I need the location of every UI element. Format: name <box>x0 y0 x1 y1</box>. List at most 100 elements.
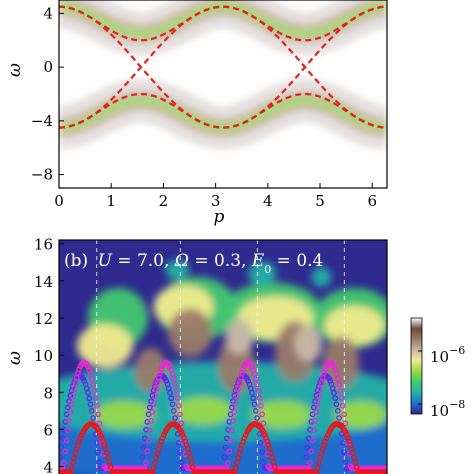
marker <box>107 464 114 471</box>
marker <box>236 380 243 386</box>
marker <box>337 388 344 394</box>
bottom-ytick-label-4: 12 <box>34 310 53 328</box>
marker <box>251 371 258 377</box>
marker <box>234 393 240 400</box>
marker <box>172 381 178 388</box>
marker <box>310 427 317 434</box>
band-green-0 <box>59 4 387 36</box>
top-dashed-curve-2 <box>59 5 387 129</box>
marker <box>333 401 340 408</box>
top-dashed-curve-3 <box>59 92 387 129</box>
top-ticks: 0 1 2 3 4 5 6 −8 −4 0 4 <box>31 4 377 210</box>
marker <box>271 464 278 471</box>
marker <box>334 376 341 382</box>
marker <box>76 366 83 373</box>
marker <box>333 371 340 377</box>
top-ytick-label-1: −4 <box>31 112 53 130</box>
marker <box>88 376 95 382</box>
marker <box>228 404 235 411</box>
marker <box>226 448 233 455</box>
marker <box>96 429 103 435</box>
marker <box>77 435 84 442</box>
marker <box>63 411 70 418</box>
bottom-panel: 4 6 8 10 12 14 16 ω (b) U = 7.0, Ω = 0.3, E0 =… <box>5 236 388 474</box>
marker <box>313 409 320 415</box>
top-band-glow <box>59 0 387 150</box>
marker <box>338 395 345 401</box>
marker <box>342 429 349 435</box>
marker <box>232 400 239 407</box>
marker <box>323 435 330 442</box>
marker <box>152 459 158 466</box>
marker <box>158 366 165 373</box>
marker <box>175 439 182 446</box>
marker <box>336 415 342 421</box>
marker <box>149 392 156 399</box>
bottom-heat-blobs <box>59 259 387 474</box>
marker <box>256 395 263 401</box>
marker <box>260 459 267 466</box>
marker <box>309 437 316 444</box>
marker <box>146 427 153 434</box>
marker <box>316 459 322 466</box>
top-ytick-label-3: 4 <box>43 4 53 22</box>
marker <box>252 408 259 414</box>
marker <box>64 427 71 434</box>
marker <box>257 439 264 446</box>
marker <box>254 381 260 388</box>
top-xtick-label-5: 5 <box>315 192 325 210</box>
bottom-series-1 <box>59 421 387 474</box>
heat-blob-16 <box>294 326 323 362</box>
marker <box>188 459 195 465</box>
marker <box>250 395 257 402</box>
top-spectral-bands <box>59 0 387 150</box>
bottom-ytick-label-3: 10 <box>34 347 53 365</box>
marker <box>150 465 157 471</box>
marker <box>70 459 76 466</box>
marker <box>310 404 317 411</box>
bottom-panel-title: (b) U = 7.0, Ω = 0.3, E0 = 0.4 <box>64 251 323 276</box>
top-ytick-label-2: 0 <box>43 58 53 76</box>
marker <box>140 444 147 451</box>
marker <box>231 392 238 399</box>
marker <box>343 431 350 438</box>
marker <box>85 390 91 396</box>
heat-blob-6 <box>76 323 133 368</box>
heat-blob-23 <box>311 267 332 288</box>
bottom-ytick-label-5: 14 <box>34 273 53 291</box>
heat-blob-9 <box>324 305 385 346</box>
marker <box>170 408 177 414</box>
marker <box>339 439 346 446</box>
marker <box>64 404 71 411</box>
marker <box>178 420 185 427</box>
marker <box>144 448 151 455</box>
marker <box>87 401 94 408</box>
marker <box>334 408 341 414</box>
colorbar-label-low: 10−8 <box>430 398 465 420</box>
marker <box>336 381 342 388</box>
marker <box>150 400 157 407</box>
marker <box>68 400 75 407</box>
marker <box>259 449 265 455</box>
top-xtick-label-1: 1 <box>106 192 116 210</box>
marker <box>257 402 264 409</box>
bottom-heatmap <box>59 259 387 474</box>
marker <box>86 395 93 402</box>
marker <box>270 459 277 465</box>
marker <box>341 411 347 418</box>
top-ytick-label-0: −8 <box>31 166 53 184</box>
marker <box>72 380 79 386</box>
marker <box>177 411 183 418</box>
marker <box>152 393 158 400</box>
bottom-ytick-label-1: 6 <box>43 421 53 439</box>
marker <box>172 415 178 421</box>
marker <box>145 411 152 418</box>
top-xlabel: p <box>214 207 225 227</box>
marker <box>314 400 321 407</box>
marker <box>241 435 248 442</box>
marker <box>341 449 347 455</box>
bottom-ytick-label-6: 16 <box>34 236 53 254</box>
marker <box>189 464 196 471</box>
marker <box>260 420 267 427</box>
marker <box>174 395 181 401</box>
